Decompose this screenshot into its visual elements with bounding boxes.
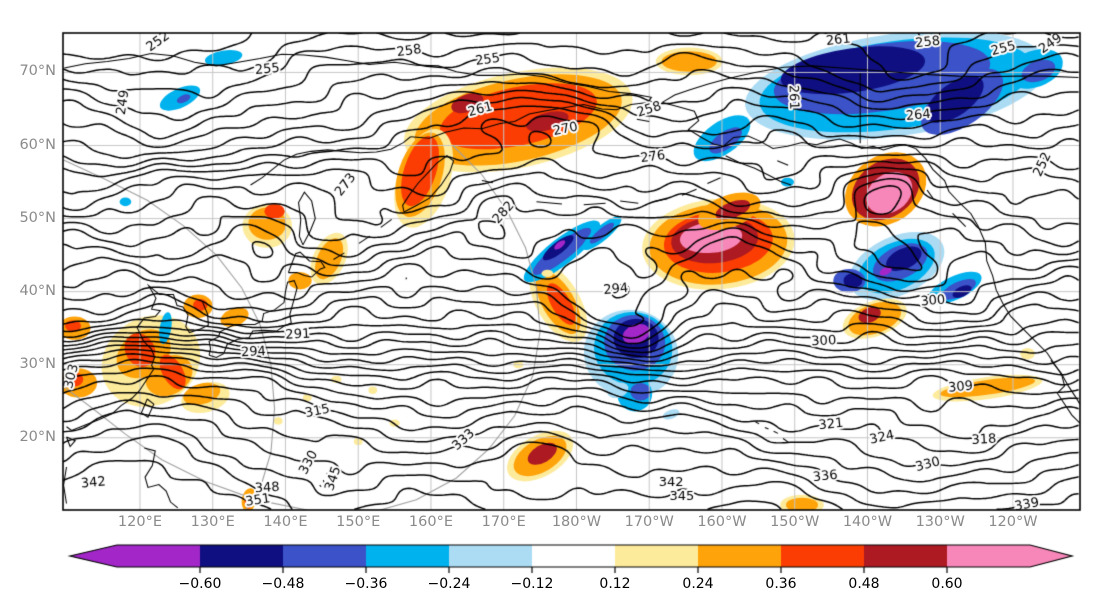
x-tick-label: 160°E: [408, 514, 454, 530]
colorbar-tick-label: 0.48: [848, 576, 880, 592]
x-tick-label: 140°E: [263, 514, 308, 530]
x-tick-label: 170°W: [624, 514, 674, 530]
colorbar-tick-label: −0.60: [178, 576, 222, 592]
x-tick-label: 130°W: [915, 514, 965, 530]
colorbar-tick-label: −0.36: [344, 576, 388, 592]
colorbar-tick-label: 0.36: [765, 576, 797, 592]
y-tick-label: 40°N: [19, 282, 56, 299]
x-tick-label: 120°E: [117, 514, 163, 530]
x-tick-label: 160°W: [697, 514, 747, 530]
x-tick-label: 150°W: [770, 514, 820, 530]
y-tick-label: 30°N: [19, 355, 56, 372]
colorbar-tick-label: −0.12: [510, 576, 554, 592]
x-tick-label: 130°E: [190, 514, 235, 530]
x-tick-label: 180°W: [551, 514, 602, 530]
colorbar-tick-label: 0.12: [599, 576, 631, 592]
colorbar-tick-label: −0.24: [427, 576, 471, 592]
y-tick-label: 20°N: [19, 428, 56, 445]
y-tick-label: 70°N: [19, 63, 56, 80]
x-tick-label: 170°E: [481, 514, 526, 530]
colorbar-tick-label: −0.48: [261, 576, 305, 592]
x-tick-label: 150°E: [336, 514, 381, 530]
x-tick-label: 120°W: [988, 514, 1038, 530]
y-tick-label: 60°N: [19, 136, 56, 153]
x-tick-label: 140°W: [842, 514, 893, 530]
colorbar-tick-label: 0.24: [682, 576, 714, 592]
y-tick-label: 50°N: [19, 209, 56, 226]
colorbar-tick-label: 0.60: [931, 576, 963, 592]
